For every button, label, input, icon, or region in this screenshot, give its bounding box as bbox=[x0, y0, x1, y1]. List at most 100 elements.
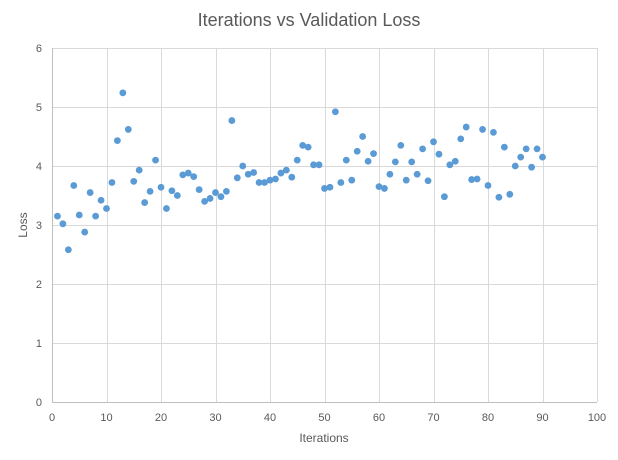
x-tick-label: 60 bbox=[373, 412, 385, 424]
data-point bbox=[326, 183, 334, 191]
data-point bbox=[217, 193, 225, 201]
data-point bbox=[81, 228, 89, 236]
data-point bbox=[424, 177, 432, 185]
data-point bbox=[168, 187, 176, 195]
data-point bbox=[337, 179, 345, 186]
y-tick-label: 0 bbox=[36, 397, 42, 409]
y-tick-label: 2 bbox=[36, 279, 42, 291]
data-point bbox=[228, 117, 236, 124]
data-point bbox=[299, 141, 307, 149]
data-point bbox=[92, 212, 99, 220]
data-point bbox=[135, 166, 143, 174]
y-tick-label: 3 bbox=[36, 220, 42, 232]
data-point bbox=[391, 158, 399, 166]
data-point bbox=[86, 189, 94, 196]
data-point bbox=[97, 196, 105, 204]
data-point bbox=[435, 150, 443, 158]
data-point bbox=[441, 193, 448, 201]
data-point bbox=[212, 189, 219, 196]
y-tick-label: 1 bbox=[36, 338, 42, 350]
data-point bbox=[163, 205, 170, 212]
data-point bbox=[59, 220, 67, 228]
data-point bbox=[233, 174, 241, 182]
data-point bbox=[342, 156, 350, 164]
data-point bbox=[244, 170, 252, 178]
data-point bbox=[157, 183, 165, 191]
data-point bbox=[468, 176, 476, 183]
x-tick-label: 0 bbox=[49, 412, 55, 424]
data-point bbox=[528, 163, 535, 171]
x-axis-label: Iterations bbox=[299, 431, 348, 445]
data-point bbox=[223, 187, 230, 195]
x-tick-label: 40 bbox=[264, 412, 276, 424]
data-point bbox=[511, 162, 519, 170]
data-point bbox=[364, 157, 372, 165]
data-point bbox=[539, 153, 546, 161]
data-point bbox=[54, 212, 61, 220]
data-point bbox=[375, 183, 383, 191]
data-point bbox=[288, 173, 296, 181]
x-tick-label: 90 bbox=[536, 412, 548, 424]
data-point bbox=[152, 156, 159, 164]
data-point bbox=[75, 211, 83, 219]
data-point bbox=[124, 126, 132, 133]
data-point bbox=[517, 153, 525, 161]
data-point bbox=[332, 108, 339, 116]
data-point bbox=[533, 145, 541, 153]
data-point bbox=[282, 166, 290, 174]
grid-lines bbox=[52, 48, 598, 402]
data-point bbox=[506, 190, 514, 198]
data-point bbox=[495, 193, 503, 201]
tick-labels: 0 10 20 30 40 50 60 70 80 90 100 0 1 2 3 4 5 6 bbox=[36, 43, 606, 424]
x-tick-label: 70 bbox=[427, 412, 439, 424]
x-tick-label: 10 bbox=[100, 412, 112, 424]
data-point bbox=[408, 158, 416, 166]
data-point bbox=[255, 179, 263, 186]
data-point bbox=[114, 137, 121, 145]
data-point bbox=[310, 161, 317, 169]
data-point bbox=[457, 135, 465, 143]
data-point bbox=[397, 141, 405, 149]
data-point bbox=[250, 169, 258, 176]
data-point bbox=[402, 176, 410, 184]
data-point bbox=[108, 179, 116, 186]
data-point bbox=[141, 199, 149, 206]
data-point bbox=[261, 179, 268, 186]
data-point bbox=[293, 156, 301, 164]
data-point bbox=[321, 185, 328, 192]
data-point bbox=[370, 150, 377, 158]
data-point bbox=[381, 185, 388, 192]
x-tick-label: 80 bbox=[482, 412, 494, 424]
y-tick-label: 4 bbox=[36, 161, 42, 173]
data-point bbox=[201, 198, 209, 205]
data-point bbox=[266, 176, 274, 184]
data-point bbox=[173, 192, 181, 199]
data-point bbox=[119, 89, 127, 97]
data-point bbox=[130, 177, 138, 185]
data-point bbox=[315, 161, 323, 169]
axes bbox=[52, 48, 597, 403]
data-point bbox=[348, 176, 356, 184]
data-point bbox=[272, 175, 279, 183]
data-point bbox=[522, 145, 530, 153]
data-point bbox=[484, 182, 492, 189]
data-point bbox=[103, 205, 110, 212]
data-point bbox=[304, 143, 312, 151]
data-point bbox=[239, 162, 247, 170]
data-point bbox=[473, 175, 481, 183]
x-tick-label: 100 bbox=[588, 412, 606, 424]
data-point bbox=[451, 157, 459, 165]
y-axis-label: Loss bbox=[16, 212, 30, 237]
x-tick-label: 50 bbox=[318, 412, 330, 424]
data-point bbox=[462, 123, 470, 131]
data-point bbox=[386, 170, 394, 178]
data-point bbox=[479, 126, 486, 133]
chart-title: Iterations vs Validation Loss bbox=[198, 10, 421, 30]
data-point bbox=[419, 145, 426, 153]
data-point bbox=[195, 186, 203, 194]
data-point bbox=[70, 182, 78, 189]
data-point bbox=[184, 169, 192, 177]
data-point bbox=[146, 187, 154, 195]
